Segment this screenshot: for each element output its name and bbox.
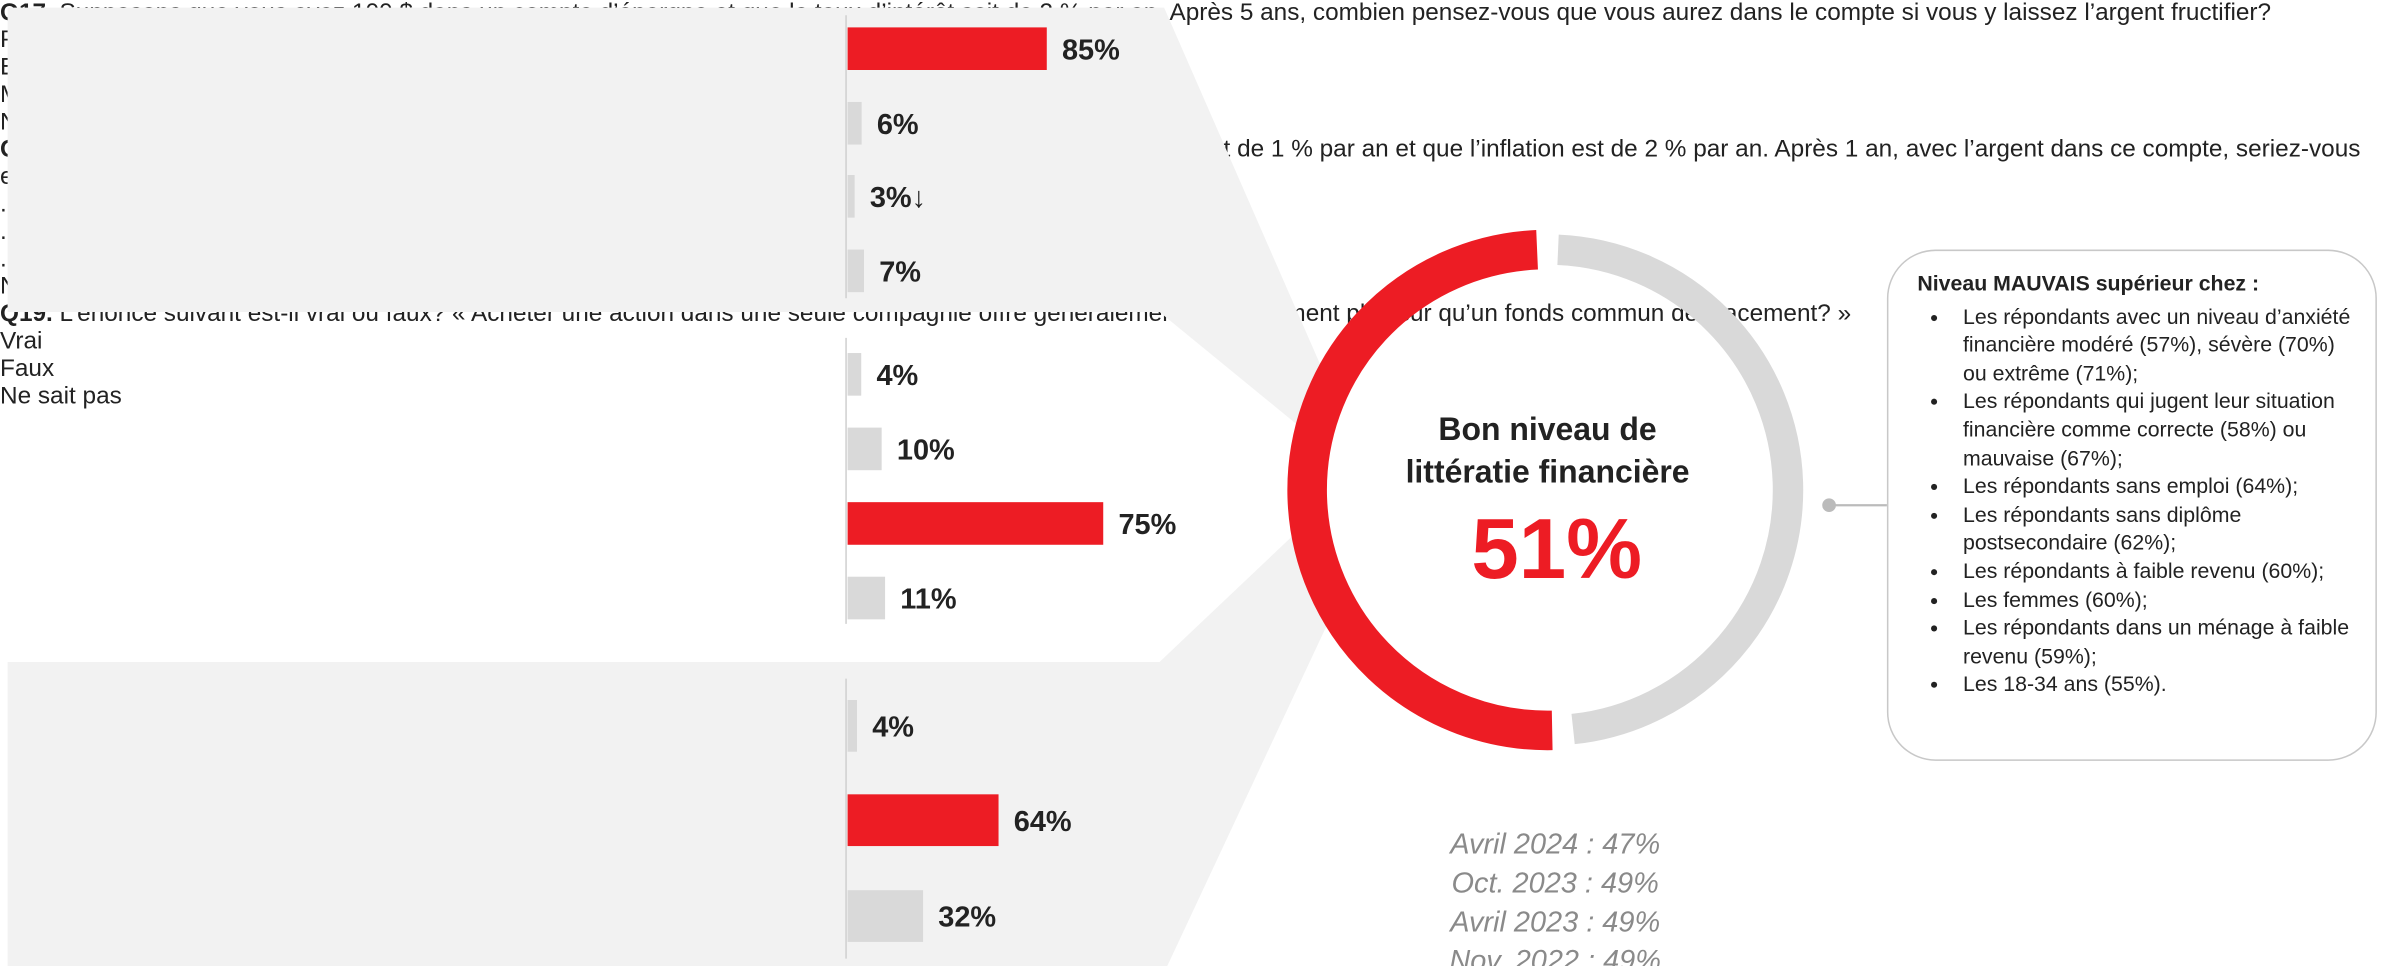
bar <box>847 699 858 752</box>
callout: Niveau MAUVAIS supérieur chez : Les répo… <box>1886 249 2377 761</box>
donut-value-label: 51% <box>1471 502 1642 597</box>
q19-panel <box>7 524 1337 966</box>
value-label: 10% <box>897 435 955 467</box>
bar <box>847 427 882 471</box>
value-label: 85% <box>1062 34 1120 66</box>
value-label: 75% <box>1118 509 1176 541</box>
value-label: 4% <box>876 360 918 392</box>
bar <box>847 502 1104 545</box>
bar <box>847 27 1047 70</box>
bar <box>847 101 862 145</box>
value-label: 11% <box>900 584 956 616</box>
value-label: 64% <box>1014 806 1072 838</box>
callout-item: Les répondants qui jugent leur situation… <box>1954 387 2354 472</box>
value-label: 6% <box>877 109 919 141</box>
value-label: 3%↓ <box>870 182 926 214</box>
history-label: Avril 2023 : 49% <box>1448 906 1660 938</box>
bar <box>847 890 924 942</box>
bar <box>847 249 864 293</box>
donut-rest <box>1557 234 1804 745</box>
callout-item: Les répondants sans emploi (64%); <box>1954 472 2354 500</box>
donut-title-line: littératie financière <box>1406 453 1690 489</box>
bar <box>847 794 999 847</box>
value-label: 32% <box>938 902 996 934</box>
callout-item: Les répondants sans diplôme postsecondai… <box>1954 500 2354 557</box>
callout-item: Les femmes (60%); <box>1954 585 2354 613</box>
donut-title: Bon niveau de littératie financière <box>1406 411 1690 490</box>
history-label: Nov. 2022 : 49% <box>1449 945 1661 966</box>
history-label: Avril 2024 : 47% <box>1448 829 1660 861</box>
q17-panel <box>7 7 1324 430</box>
value-label: 4% <box>872 712 914 744</box>
category-label: Vrai <box>0 328 43 355</box>
callout-title: Niveau MAUVAIS supérieur chez : <box>1917 270 2260 296</box>
bar <box>847 576 886 620</box>
category-label: Ne sait pas <box>0 383 122 410</box>
history-label: Oct. 2023 : 49% <box>1452 867 1659 899</box>
callout-item: Les répondants dans un ménage à faible r… <box>1954 613 2354 670</box>
bar <box>847 353 862 396</box>
donut-title-line: Bon niveau de <box>1438 411 1656 447</box>
callout-item: Les répondants à faible revenu (60%); <box>1954 557 2354 585</box>
bar <box>847 174 855 218</box>
callout-item: Les 18-34 ans (55%). <box>1954 670 2354 698</box>
callout-list: Les répondants avec un niveau d’anxiété … <box>1917 302 2354 698</box>
value-label: 7% <box>879 257 921 289</box>
category-label: Faux <box>0 356 55 382</box>
callout-dot <box>1822 498 1836 513</box>
donut-value <box>1287 230 1553 751</box>
callout-item: Les répondants avec un niveau d’anxiété … <box>1954 302 2354 387</box>
